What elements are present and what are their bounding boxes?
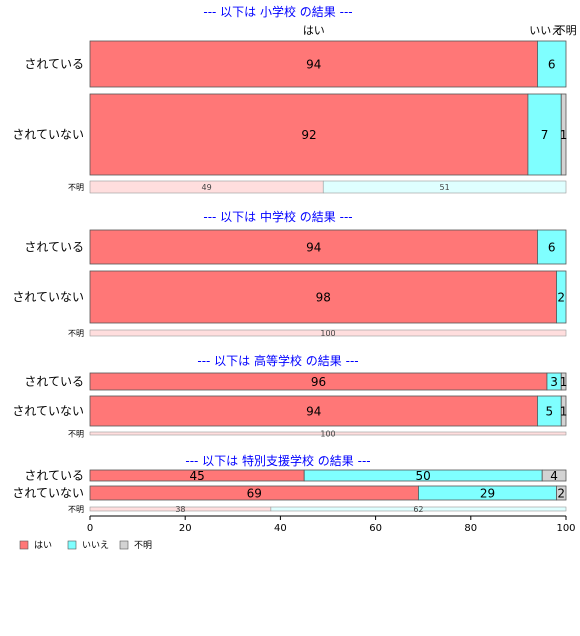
category-label: されている [24,240,84,254]
legend-swatch-unknown [119,540,129,550]
data-label: 3 [550,375,558,389]
legend-label-unknown: 不明 [134,540,152,551]
bar-segment-yes [89,329,567,337]
data-label: 1 [560,128,568,142]
legend-label-yes: はい [34,540,52,551]
category-label: 不明 [68,183,84,192]
data-label: 7 [541,128,549,142]
panel-title: --- 以下は 小学校 の結果 --- [203,4,352,19]
x-tick-label: 0 [87,523,93,534]
category-label: されている [24,469,84,483]
bar-segment-yes [89,431,567,436]
category-label: されていない [12,404,84,418]
x-tick-label: 60 [369,523,382,534]
category-label: されていない [12,486,84,500]
data-label: 38 [175,505,185,514]
category-label: 不明 [68,505,84,514]
bar-segment-no [537,40,567,88]
bar-segment-unknown [556,485,567,501]
data-label: 49 [202,183,212,192]
bar-segment-no [537,229,567,265]
x-tick-label: 80 [464,523,477,534]
data-label: 2 [557,291,565,305]
data-label: 92 [301,128,316,142]
bar-segment-yes [89,229,538,265]
data-label: 94 [306,405,321,419]
panel-title: --- 以下は 高等学校 の結果 --- [197,353,358,368]
data-label: 94 [306,241,321,255]
data-label: 69 [247,487,262,501]
data-label: 5 [546,405,554,419]
x-tick-label: 40 [274,523,287,534]
data-label: 62 [413,505,423,514]
x-tick-label: 100 [556,523,575,534]
bar-segment-unknown [560,395,567,427]
data-label: 50 [416,469,431,483]
bar-segment-no [556,270,567,324]
category-label: されていない [12,128,84,142]
data-label: 6 [548,241,556,255]
column-header-unknown: 不明 [555,24,577,37]
legend-swatch-yes [19,540,29,550]
category-label: 不明 [68,430,84,439]
data-label: 100 [320,329,335,338]
panel-title: --- 以下は 特別支援学校 の結果 --- [185,453,370,468]
bar-segment-unknown [560,372,567,391]
category-label: されている [24,375,84,389]
panel-title: --- 以下は 中学校 の結果 --- [203,209,352,224]
data-label: 1 [560,375,568,389]
data-label: 29 [480,487,495,501]
data-label: 96 [311,375,326,389]
bar-segment-no [270,506,567,512]
category-label: 不明 [68,329,84,338]
column-header-yes: はい [303,24,325,37]
data-label: 98 [316,291,331,305]
column-header-no: いいえ [529,24,562,37]
data-label: 4 [550,469,558,483]
bar-segment-yes [89,395,538,427]
data-label: 94 [306,58,321,72]
bar-segment-unknown [560,93,567,176]
legend-label-no: いいえ [82,540,109,551]
data-label: 1 [560,405,568,419]
category-label: されていない [12,290,84,304]
bar-segment-no [322,180,567,194]
category-label: されている [24,57,84,71]
x-tick-label: 20 [179,523,192,534]
legend-swatch-no [67,540,77,550]
data-label: 6 [548,58,556,72]
bar-segment-unknown [541,469,567,482]
data-label: 100 [320,430,335,439]
data-label: 45 [189,469,204,483]
data-label: 51 [440,183,450,192]
data-label: 2 [557,487,565,501]
